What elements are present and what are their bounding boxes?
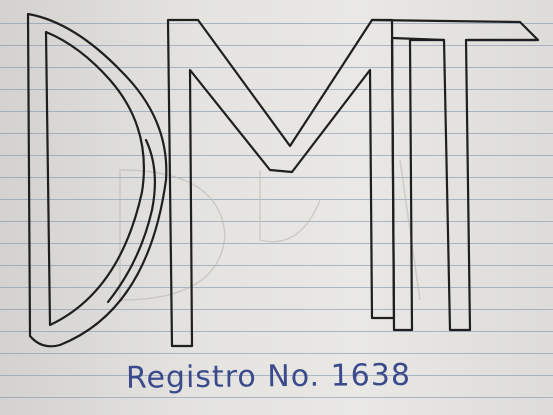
letter-t-crossbar-inner	[390, 36, 446, 42]
letter-t-outer-outline	[370, 18, 540, 332]
letter-d-spine-stroke	[106, 138, 156, 304]
letter-d-outer-outline	[26, 12, 168, 348]
letter-d-inner-outline	[44, 30, 145, 327]
letter-m-outer-outline	[166, 18, 396, 348]
registration-number-caption: Registro No. 1638	[125, 357, 412, 396]
